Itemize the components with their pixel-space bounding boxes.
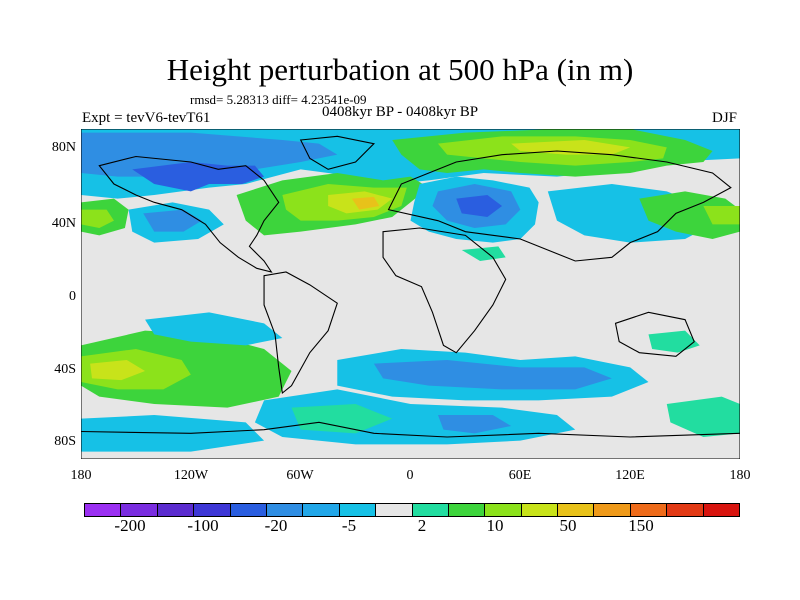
colorbar-swatch [448, 504, 486, 516]
lon-label-0: 0 [406, 468, 414, 483]
colorbar-swatch [703, 504, 740, 516]
greenland-coast [299, 135, 376, 170]
colorbar-swatch [121, 504, 158, 516]
colorbar-swatch [412, 504, 449, 516]
eurasia-yellow [511, 140, 631, 155]
antarctic-green [291, 404, 393, 434]
colorbar-label-3: -20 [264, 516, 288, 535]
height-perturbation-map [81, 129, 740, 459]
colorbar-swatch [85, 504, 122, 516]
lat-label-80n: 80N [51, 140, 76, 155]
south-pacific-yellow [90, 360, 146, 381]
colorbar-swatch [667, 504, 704, 516]
colorbar-label-6: 10 [486, 516, 504, 535]
lon-label-120e: 120E [615, 468, 645, 483]
south-america-coast [263, 271, 338, 395]
season-label: DJF [712, 110, 738, 126]
colorbar-swatch [594, 504, 631, 516]
lat-label-0: 0 [69, 289, 76, 304]
lon-label-120w: 120W [173, 468, 209, 483]
colorbar-swatch [157, 504, 195, 516]
pacific-deepblue [143, 209, 202, 232]
arctic-darker-band [81, 132, 338, 177]
colorbar-swatch [521, 504, 559, 516]
colorbar-label-1: -200 [114, 516, 146, 535]
coastlines [81, 135, 740, 438]
colorbar-swatch [303, 504, 340, 516]
colorbar-swatch [485, 504, 522, 516]
south-atlantic-deepblue [373, 360, 612, 390]
antarctica-coast [81, 421, 740, 438]
australia-coast [614, 311, 695, 357]
colorbar-label-4: -5 [341, 516, 357, 535]
lat-label-40n: 40N [51, 216, 76, 231]
south-indian-green [666, 396, 740, 437]
colorbar-label-7: 50 [559, 516, 577, 535]
north-america-blue [132, 162, 265, 192]
colorbar-swatch [630, 504, 668, 516]
colorbar-label-5: 2 [417, 516, 427, 535]
period-label: 0408kyr BP - 0408kyr BP [322, 104, 479, 120]
eurasia-coast [387, 150, 732, 262]
lon-label-180w: 180 [70, 468, 92, 483]
colorbar-label-8: 150 [628, 516, 654, 535]
lon-label-180e: 180 [729, 468, 751, 483]
europe-darkblue [456, 195, 503, 217]
north-pacific-yellow [703, 206, 740, 225]
africa-coast [382, 227, 507, 354]
lon-label-60e: 60E [508, 468, 532, 483]
north-america-coast [98, 155, 280, 273]
arabia-green [461, 246, 506, 261]
dateline-yellow-west [81, 209, 114, 228]
colorbar [84, 503, 740, 517]
north-pacific-green [639, 191, 740, 239]
experiment-label: Expt = tevV6-tevT61 [82, 110, 211, 126]
colorbar-swatch [194, 504, 231, 516]
colorbar-swatch [266, 504, 304, 516]
colorbar-swatch [339, 504, 377, 516]
colorbar-swatch [558, 504, 595, 516]
lat-label-80s: 80S [54, 434, 76, 449]
atlantic-orange [351, 196, 380, 210]
colorbar-swatch [230, 504, 267, 516]
map-title: Height perturbation at 500 hPa (in m) [166, 52, 634, 87]
lat-label-40s: 40S [54, 362, 76, 377]
stats-text: rmsd= 5.28313 diff= 4.23541e-09 [190, 92, 367, 107]
colorbar-label-2: -100 [187, 516, 219, 535]
lon-label-60w: 60W [286, 468, 314, 483]
antarctic-deepblue [437, 415, 512, 434]
colorbar-swatch [376, 504, 413, 516]
south-pacific-blue [145, 312, 283, 346]
